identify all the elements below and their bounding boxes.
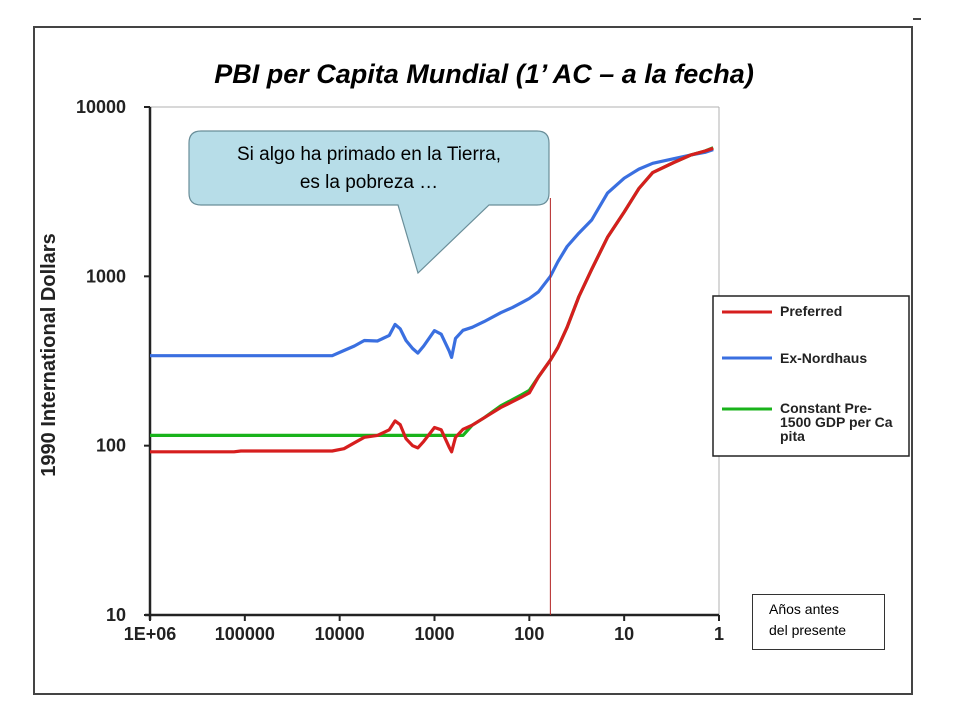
legend-box xyxy=(712,295,910,457)
callout-shape xyxy=(188,130,550,275)
x-tick-label: 10 xyxy=(614,624,634,644)
legend-label-constant-line-3: pita xyxy=(780,428,805,444)
legend-label-constant-line-1: Constant Pre- xyxy=(780,400,872,416)
note-line-1: Años antes xyxy=(769,601,840,617)
slide-frame xyxy=(33,26,913,695)
x-tick-label: 1000 xyxy=(414,624,454,644)
x-tick-label: 1 xyxy=(714,624,724,644)
y-tick-label: 1000 xyxy=(86,266,126,286)
x-tick-label: 10000 xyxy=(315,624,365,644)
y-axis-ticks: 10000 1000 100 10 xyxy=(76,97,150,625)
callout-bubble: Si algo ha primado en la Tierra, es la p… xyxy=(188,130,550,275)
callout-text-line-2: es la pobreza … xyxy=(300,172,438,193)
legend-label-constant-line-2: 1500 GDP per Ca xyxy=(780,414,893,430)
y-tick-label: 100 xyxy=(96,436,126,456)
legend: Preferred Ex-Nordhaus Constant Pre- 1500… xyxy=(712,295,910,457)
callout-text-line-1: Si algo ha primado en la Tierra, xyxy=(237,144,501,165)
x-tick-label: 100000 xyxy=(215,624,275,644)
legend-label-ex-nordhaus: Ex-Nordhaus xyxy=(780,350,867,366)
x-tick-label: 1E+06 xyxy=(124,624,177,644)
note-line-2: del presente xyxy=(769,622,847,638)
series-layer xyxy=(150,146,714,454)
chart-title: PBI per Capita Mundial (1’ AC – a la fec… xyxy=(214,59,754,89)
legend-label-constant: Constant Pre- 1500 GDP per Ca pita xyxy=(780,400,896,444)
series-line-ex-nordhaus xyxy=(150,148,714,359)
series-line-preferred xyxy=(150,146,714,454)
y-axis-label: 1990 International Dollars xyxy=(38,233,60,476)
x-tick-label: 100 xyxy=(514,624,544,644)
legend-label-preferred: Preferred xyxy=(780,303,842,319)
x-axis-ticks: 1E+06 100000 10000 1000 100 10 1 xyxy=(124,615,724,644)
years-before-present-note: Años antes del presente xyxy=(752,594,885,650)
frame-corner-mark xyxy=(913,18,921,20)
y-tick-label: 10000 xyxy=(76,97,126,117)
y-tick-label: 10 xyxy=(106,605,126,625)
